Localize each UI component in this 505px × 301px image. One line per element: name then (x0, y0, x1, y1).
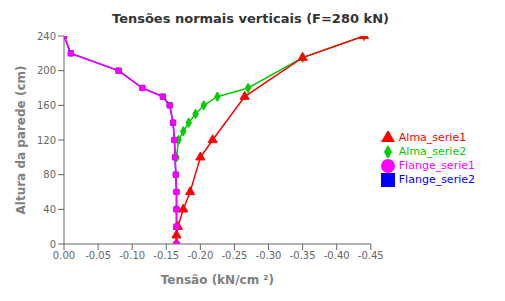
svg-text:120: 120 (37, 135, 56, 146)
svg-text:-0.45: -0.45 (358, 250, 384, 261)
svg-text:-0.20: -0.20 (187, 250, 213, 261)
svg-text:160: 160 (37, 100, 56, 111)
svg-text:-0.35: -0.35 (290, 250, 316, 261)
html-text:Alma_serie1: Alma_serie1 (398, 131, 467, 144)
svg-text:-0.40: -0.40 (324, 250, 350, 261)
svg-text:-0.15: -0.15 (153, 250, 179, 261)
svg-text:-0.30: -0.30 (256, 250, 282, 261)
svg-text:200: 200 (37, 65, 56, 76)
html-text:Tensões normais verticais (F=2: Tensões normais verticais (F=280 kN) (112, 11, 389, 26)
svg-text:-0.05: -0.05 (85, 250, 111, 261)
html-text:Flange_serie2: Flange_serie2 (398, 173, 475, 186)
svg-text:0: 0 (50, 239, 56, 250)
svg-text:80: 80 (43, 169, 56, 180)
svg-text:240: 240 (37, 31, 56, 42)
html-text:Flange_serie1: Flange_serie1 (398, 159, 475, 172)
svg-text:0.00: 0.00 (53, 250, 75, 261)
svg-text:-0.25: -0.25 (222, 250, 248, 261)
svg-text:40: 40 (43, 204, 56, 215)
svg-text:Tensão (kN/cm ²): Tensão (kN/cm ²) (161, 273, 274, 287)
svg-text:Altura da parede (cm): Altura da parede (cm) (14, 66, 28, 215)
html-text:Alma_serie2: Alma_serie2 (398, 145, 467, 158)
svg-text:-0.10: -0.10 (119, 250, 145, 261)
